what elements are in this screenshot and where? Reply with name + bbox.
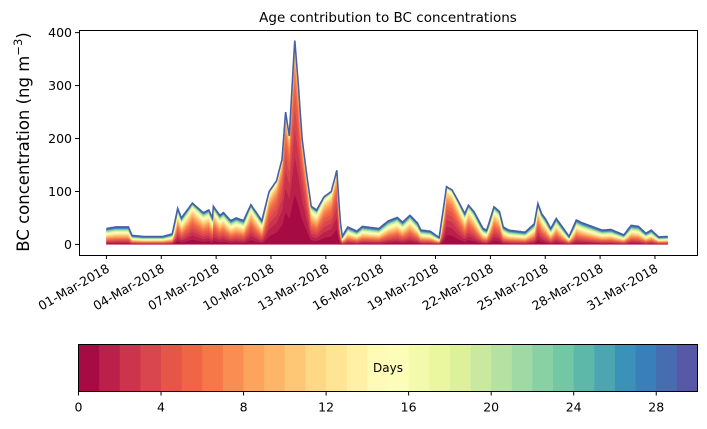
colorbar-bin-27 (635, 344, 657, 392)
colorbar-bin-28 (656, 344, 678, 392)
x-axis: 01-Mar-201804-Mar-201807-Mar-201810-Mar-… (36, 255, 660, 313)
colorbar-bin-2 (119, 344, 141, 392)
y-axis-label-sup: −3 (11, 39, 25, 56)
colorbar-bin-20 (491, 344, 513, 392)
colorbar (78, 344, 698, 392)
y-axis-label-main: BC concentration (ng m (14, 56, 33, 252)
colorbar-bin-24 (573, 344, 595, 392)
colorbar-tick-label: 28 (648, 400, 664, 415)
colorbar-tick-label: 20 (483, 400, 499, 415)
age-band-17 (106, 41, 668, 241)
y-tick-label: 400 (48, 25, 72, 40)
colorbar-bin-13 (346, 344, 368, 392)
colorbar-bin-25 (594, 344, 616, 392)
colorbar-bin-15 (388, 344, 410, 392)
colorbar-bin-23 (553, 344, 575, 392)
colorbar-bin-21 (511, 344, 533, 392)
colorbar-ticks: 0 4 8 12 16 20 24 28 (75, 391, 664, 415)
colorbar-tick-label: 0 (75, 400, 83, 415)
age-band-16 (106, 42, 668, 241)
colorbar-tick-label: 12 (318, 400, 334, 415)
colorbar-bin-12 (326, 344, 348, 392)
colorbar-bin-8 (243, 344, 265, 392)
y-tick-label: 200 (48, 131, 72, 146)
colorbar-bin-17 (429, 344, 451, 392)
colorbar-bin-26 (614, 344, 637, 392)
y-tick-label: 100 (48, 184, 72, 199)
colorbar-bin-14 (367, 344, 389, 392)
colorbar-bin-9 (264, 344, 286, 392)
y-tick-label: 0 (64, 237, 72, 252)
colorbar-bin-3 (140, 344, 162, 392)
axes-frame (79, 30, 698, 256)
y-axis-label-close: ) (14, 32, 33, 38)
colorbar-tick-label: 4 (157, 400, 165, 415)
total-line (106, 40, 668, 239)
colorbar-tick-label: 16 (401, 400, 417, 415)
colorbar-bin-29 (676, 344, 698, 392)
colorbar-bin-7 (222, 344, 245, 392)
colorbar-tick-label: 24 (566, 400, 582, 415)
colorbar-bin-5 (181, 344, 203, 392)
colorbar-bin-11 (305, 344, 327, 392)
colorbar-bin-0 (78, 344, 100, 392)
colorbar-bin-16 (408, 344, 430, 392)
y-axis: 0 100 200 300 400 (48, 25, 79, 252)
colorbar-bin-4 (161, 344, 183, 392)
colorbar-bin-19 (470, 344, 492, 392)
colorbar-bin-6 (202, 344, 224, 392)
chart-title: Age contribution to BC concentrations (259, 10, 517, 26)
colorbar-bin-10 (284, 344, 306, 392)
colorbar-label: Days (373, 361, 403, 375)
colorbar-bin-1 (99, 344, 121, 392)
colorbar-bin-22 (532, 344, 554, 392)
y-tick-label: 300 (48, 78, 72, 93)
colorbar-bin-18 (449, 344, 472, 392)
colorbar-frame (78, 344, 698, 392)
y-axis-label: BC concentration (ng m−3) (11, 32, 33, 251)
plot-area (106, 40, 668, 245)
colorbar-tick-label: 8 (240, 400, 248, 415)
